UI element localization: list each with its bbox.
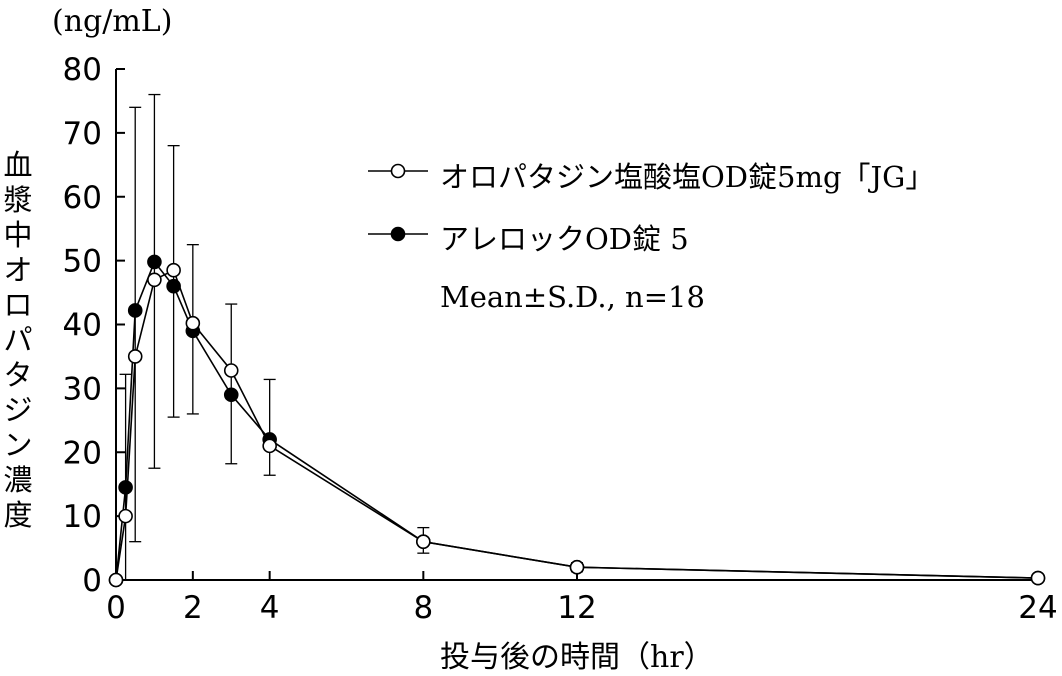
data-point-brand	[223, 387, 239, 403]
data-point-generic	[223, 363, 239, 378]
y-tick-label: 80	[63, 52, 102, 88]
x-tick-label: 24	[1018, 590, 1057, 626]
data-point-generic	[166, 262, 181, 278]
legend-marker-generic	[390, 163, 406, 179]
x-tick-label: 0	[106, 590, 126, 626]
data-point-generic	[185, 315, 201, 331]
x-tick-label: 12	[557, 590, 596, 626]
y-axis-label-char: 血	[3, 148, 33, 182]
data-point-generic	[416, 534, 431, 549]
x-axis-label: 投与後の時間（hr）	[440, 640, 714, 675]
y-tick-label: 50	[63, 244, 102, 280]
x-tick-label: 8	[413, 590, 433, 626]
y-axis-label: 血漿中オロパタジン濃度	[2, 148, 34, 533]
y-tick-label: 40	[63, 308, 102, 344]
data-point-generic	[147, 272, 162, 288]
y-axis-label-char: 中	[3, 218, 33, 252]
y-axis-label-char: ン	[3, 428, 33, 462]
y-axis-label-char: オ	[3, 253, 33, 287]
legend-label-generic: オロパタジン塩酸塩OD錠5mg「JG」	[440, 160, 935, 194]
y-axis-label-char: パ	[3, 323, 33, 357]
y-tick-label: 0	[82, 563, 102, 599]
legend-marker-brand	[390, 226, 406, 242]
data-point-brand	[127, 303, 143, 318]
data-point-generic	[108, 572, 124, 588]
stats-note: Mean±S.D., n=18	[440, 280, 705, 314]
data-point-generic	[118, 508, 133, 524]
y-unit-label: (ng/mL)	[52, 4, 173, 39]
data-point-generic	[127, 349, 143, 364]
data-point-generic	[1030, 570, 1046, 586]
y-axis-label-char: ジ	[3, 393, 33, 427]
data-point-brand	[118, 480, 133, 495]
x-tick-label: 2	[183, 590, 203, 626]
y-axis-label-char: ロ	[3, 288, 33, 322]
y-axis-label-char: 濃	[3, 463, 33, 497]
data-point-generic	[262, 438, 277, 454]
data-point-brand	[147, 254, 162, 270]
series-line-generic	[115, 269, 1039, 581]
y-axis-label-char: 度	[3, 498, 33, 532]
y-axis-label-char: タ	[3, 358, 33, 392]
x-tick-label: 4	[260, 590, 280, 626]
y-tick-label: 60	[63, 180, 102, 216]
legend-label-brand: アレロックOD錠 5	[440, 222, 689, 256]
y-tick-label: 20	[63, 435, 102, 471]
y-tick-label: 70	[63, 116, 102, 152]
y-axis-label-char: 漿	[3, 183, 33, 217]
data-point-generic	[569, 559, 585, 575]
y-tick-label: 30	[63, 371, 102, 407]
y-tick-label: 10	[63, 499, 102, 535]
data-point-brand	[166, 278, 181, 294]
